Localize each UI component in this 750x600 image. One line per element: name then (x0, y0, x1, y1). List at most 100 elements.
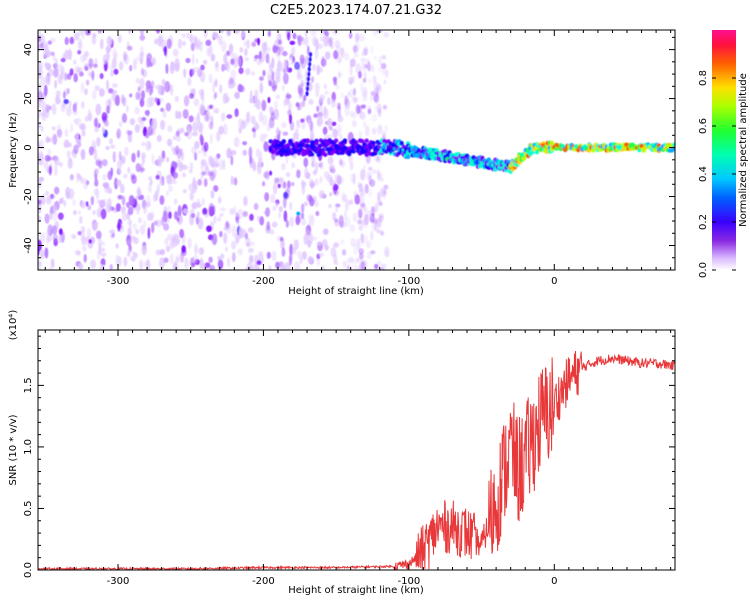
heatmap-cell (403, 146, 409, 152)
heatmap-cell (290, 46, 296, 56)
y-tick-label: 0.5 (23, 501, 34, 517)
heatmap-cell (149, 179, 153, 186)
heatmap-cell (307, 66, 311, 72)
heatmap-cell (304, 167, 309, 179)
heatmap-cell (176, 217, 180, 222)
heatmap-cell (238, 67, 244, 75)
y-tick-label: -40 (23, 237, 34, 253)
heatmap-cell (126, 201, 130, 208)
heatmap-cell (47, 40, 52, 45)
heatmap-cell (126, 45, 133, 51)
heatmap-cell (216, 131, 221, 142)
heatmap-cell (157, 84, 162, 95)
heatmap-cell (139, 119, 145, 129)
heatmap-cell (81, 123, 86, 131)
heatmap-cell (370, 45, 374, 55)
heatmap-cell (118, 151, 122, 161)
heatmap-cell (290, 60, 294, 66)
heatmap-cell (314, 48, 319, 60)
heatmap-cell (281, 50, 288, 57)
heatmap-cell (272, 182, 278, 195)
heatmap-cell (144, 109, 150, 116)
heatmap-cell (275, 94, 281, 99)
heatmap-cell (229, 52, 234, 58)
heatmap-cell (301, 251, 307, 260)
heatmap-cell (381, 69, 388, 76)
heatmap-cell (311, 76, 314, 83)
heatmap-cell (77, 210, 81, 215)
heatmap-cell (108, 88, 114, 94)
heatmap-cell (160, 119, 166, 131)
heatmap-cell (116, 159, 122, 170)
heatmap-cell (331, 121, 337, 126)
heatmap-cell (341, 92, 344, 98)
heatmap-cell (160, 38, 167, 49)
heatmap-cell (300, 212, 305, 220)
heatmap-cell (305, 91, 309, 97)
colorbar-label: Normalized spectral amplitude (738, 73, 749, 227)
heatmap-cell (70, 123, 74, 133)
heatmap-cell (169, 253, 174, 265)
heatmap-cell (289, 40, 296, 46)
heatmap-cell (60, 102, 66, 113)
heatmap-cell (332, 183, 339, 191)
heatmap-cell (150, 213, 154, 221)
heatmap-cell (102, 159, 108, 167)
heatmap-cell (226, 147, 232, 159)
heatmap-cell (164, 238, 169, 245)
heatmap-cell (181, 245, 186, 254)
heatmap-cell (283, 210, 288, 222)
heatmap-cell (366, 61, 371, 72)
heatmap-cell (139, 224, 146, 235)
heatmap-cell (138, 52, 144, 63)
heatmap-cell (90, 259, 96, 269)
heatmap-cell (127, 130, 133, 136)
heatmap-cell (321, 265, 326, 270)
heatmap-cell (249, 98, 255, 104)
heatmap-cell (371, 113, 378, 122)
heatmap-cell (227, 257, 231, 268)
heatmap-cell (139, 163, 144, 174)
heatmap-cell (347, 91, 351, 97)
heatmap-cell (268, 170, 273, 176)
heatmap-cell (277, 212, 282, 219)
heatmap-cell (353, 51, 357, 59)
heatmap-cell (132, 58, 136, 71)
heatmap-cell (286, 180, 291, 189)
heatmap-cell (332, 128, 338, 139)
heatmap-cell (208, 121, 214, 130)
heatmap-cell (242, 141, 248, 146)
heatmap-cell (102, 54, 108, 65)
heatmap-cell (230, 150, 237, 156)
heatmap-cell (369, 179, 376, 187)
heatmap-cell (267, 46, 271, 52)
heatmap-cell (290, 181, 295, 187)
heatmap-cell (319, 193, 323, 199)
heatmap-cell (73, 144, 79, 155)
heatmap-cell (133, 237, 139, 245)
heatmap-cell (148, 96, 155, 107)
heatmap-cell (359, 260, 365, 270)
heatmap-cell (210, 53, 216, 62)
heatmap-cell (66, 150, 71, 159)
heatmap-cell (359, 203, 365, 211)
heatmap-cell (301, 217, 307, 226)
heatmap-cell (197, 178, 202, 186)
heatmap-cell (338, 215, 344, 227)
heatmap-cell (162, 210, 168, 223)
heatmap-cell (98, 88, 105, 97)
heatmap-cell (205, 39, 212, 47)
heatmap-cell (199, 133, 203, 144)
heatmap-cell (376, 228, 381, 234)
heatmap-cell (471, 155, 476, 160)
heatmap-cell (155, 30, 161, 34)
heatmap-cell (382, 104, 388, 110)
heatmap-cell (244, 232, 249, 240)
heatmap-cell (134, 106, 140, 115)
heatmap-cell (179, 228, 185, 239)
heatmap-cell (110, 144, 116, 149)
heatmap-cell (118, 121, 123, 128)
heatmap-cell (92, 63, 98, 69)
heatmap-cell (272, 45, 278, 54)
